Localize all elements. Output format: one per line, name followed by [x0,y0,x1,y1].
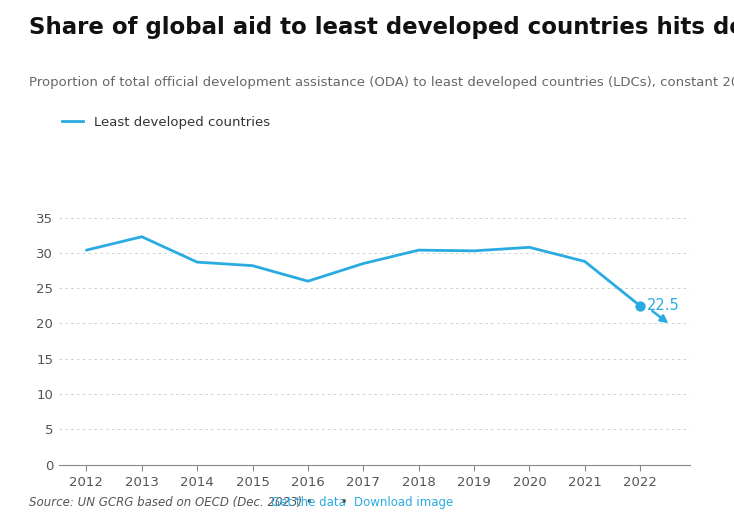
Text: Download image: Download image [354,496,453,509]
Text: Share of global aid to least developed countries hits decade low: Share of global aid to least developed c… [29,16,734,39]
Point [634,302,646,310]
Text: Source: UN GCRG based on OECD (Dec. 2023) •: Source: UN GCRG based on OECD (Dec. 2023… [29,496,317,509]
Text: Proportion of total official development assistance (ODA) to least developed cou: Proportion of total official development… [29,76,734,89]
Text: Get the data: Get the data [272,496,346,509]
Text: 22.5: 22.5 [647,299,680,313]
Text: •: • [338,496,352,509]
Legend: Least developed countries: Least developed countries [62,116,270,129]
